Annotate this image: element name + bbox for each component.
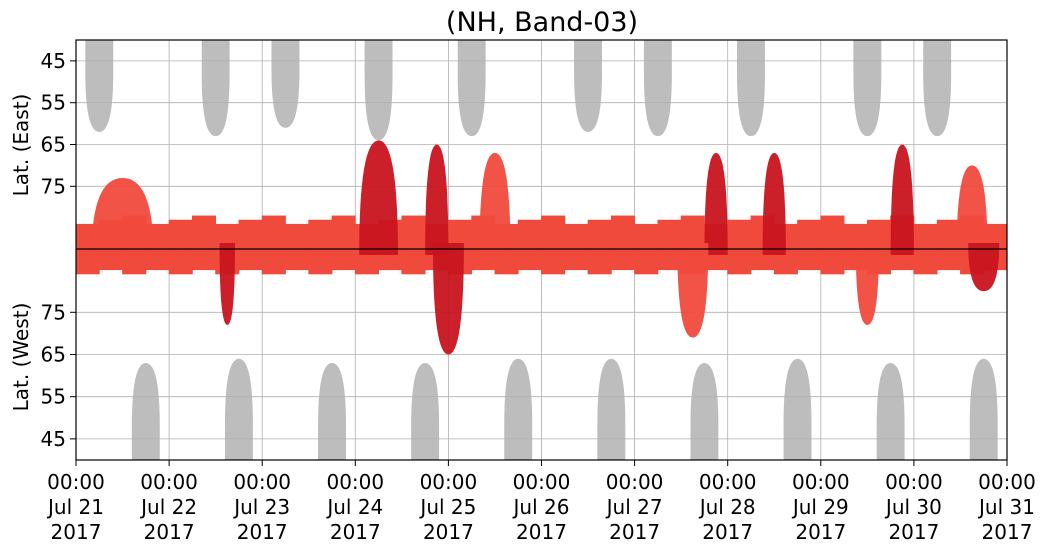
x-tick-year: 2017 — [51, 520, 102, 544]
y-tick-label-east: 65 — [41, 133, 66, 157]
echo-region-5 — [762, 152, 786, 255]
x-tick-date: Jul 28 — [698, 495, 756, 519]
y-tick-label-east: 45 — [41, 49, 66, 73]
no-data-west-7 — [690, 362, 719, 460]
echo-band-segment — [261, 215, 286, 275]
echo-band-segment — [285, 223, 310, 271]
x-tick-year: 2017 — [888, 520, 939, 544]
no-data-west-9 — [876, 362, 905, 460]
x-tick-date: Jul 29 — [791, 495, 849, 519]
echo-band-segment — [564, 223, 589, 271]
x-tick-date: Jul 27 — [605, 495, 663, 519]
echo-band-segment — [517, 219, 542, 271]
echo-region-1 — [359, 140, 398, 255]
no-data-east-8 — [737, 40, 765, 137]
echo-region-6 — [890, 144, 914, 255]
no-data-west-3 — [318, 362, 346, 460]
x-tick-time: 00:00 — [140, 470, 198, 494]
chart-title: (NH, Band-03) — [446, 7, 638, 38]
y-axis-label-west: Lat. (West) — [9, 303, 33, 412]
echo-region-4 — [704, 152, 728, 255]
echo-band-segment — [331, 215, 356, 271]
x-tick-year: 2017 — [516, 520, 567, 544]
no-data-east-3 — [271, 40, 300, 128]
echo-band-segment — [727, 219, 752, 275]
y-tick-label-east: 55 — [41, 91, 66, 115]
no-data-west-6 — [597, 358, 626, 460]
x-tick-year: 2017 — [702, 520, 753, 544]
no-data-west-8 — [783, 358, 812, 460]
no-data-east-4 — [364, 40, 393, 141]
echo-band-segment — [308, 219, 333, 275]
echo-band-segment — [797, 219, 822, 271]
no-data-west-2 — [224, 358, 253, 460]
echo-region-2 — [425, 144, 449, 255]
echo-band-segment — [610, 215, 635, 271]
y-tick-label-west: 75 — [41, 300, 66, 324]
x-tick-year: 2017 — [609, 520, 660, 544]
x-tick-time: 00:00 — [885, 470, 943, 494]
no-data-west-5 — [504, 358, 533, 460]
x-tick-date: Jul 22 — [139, 495, 197, 519]
x-tick-date: Jul 26 — [512, 495, 570, 519]
echo-region-3 — [479, 152, 511, 255]
echo-region-13 — [968, 243, 1000, 292]
x-tick-time: 00:00 — [606, 470, 664, 494]
echo-band-segment — [587, 219, 612, 275]
no-data-east-1 — [85, 40, 114, 132]
echo-band-segment — [168, 219, 193, 275]
echo-region-11 — [677, 243, 709, 338]
y-tick-label-west: 65 — [41, 343, 66, 367]
y-axis-label-east: Lat. (East) — [9, 94, 33, 197]
no-data-east-9 — [853, 40, 882, 137]
no-data-layer — [85, 40, 998, 460]
x-tick-time: 00:00 — [699, 470, 757, 494]
x-tick-year: 2017 — [982, 520, 1033, 544]
x-tick-time: 00:00 — [326, 470, 384, 494]
x-tick-time: 00:00 — [420, 470, 478, 494]
x-tick-time: 00:00 — [792, 470, 850, 494]
no-data-west-10 — [969, 358, 998, 460]
x-tick-time: 00:00 — [233, 470, 291, 494]
echo-band-segment — [191, 215, 217, 271]
echo-region-12 — [855, 243, 879, 325]
no-data-east-2 — [201, 40, 230, 137]
y-tick-label-east: 75 — [41, 174, 66, 198]
plot-area — [76, 40, 1007, 460]
x-tick-date: Jul 24 — [325, 495, 383, 519]
no-data-east-7 — [643, 40, 672, 137]
x-tick-year: 2017 — [330, 520, 381, 544]
no-data-east-5 — [457, 40, 486, 137]
x-tick-year: 2017 — [423, 520, 474, 544]
y-tick-label-west: 55 — [41, 385, 66, 409]
echo-band-segment — [820, 215, 845, 275]
echo-region-9 — [432, 243, 464, 355]
y-tick-label-west: 45 — [41, 427, 66, 451]
x-tick-date: Jul 21 — [46, 495, 104, 519]
echo-band-segment — [401, 215, 426, 275]
echo-region-10 — [219, 243, 236, 325]
x-tick-date: Jul 31 — [977, 495, 1035, 519]
x-tick-time: 00:00 — [513, 470, 571, 494]
x-tick-date: Jul 23 — [232, 495, 290, 519]
no-data-east-6 — [574, 40, 603, 132]
x-tick-year: 2017 — [144, 520, 195, 544]
y-ticks: 45 55 65 75 75 65 55 45 — [41, 49, 76, 451]
no-data-east-10 — [923, 40, 952, 137]
no-data-west-1 — [131, 362, 160, 460]
x-tick-time: 00:00 — [978, 470, 1036, 494]
x-tick-year: 2017 — [795, 520, 846, 544]
echo-layer — [76, 140, 1007, 355]
echo-band-segment — [541, 215, 566, 275]
x-tick-date: Jul 30 — [884, 495, 942, 519]
x-tick-date: Jul 25 — [418, 495, 476, 519]
x-tick-year: 2017 — [237, 520, 288, 544]
echo-band-segment — [238, 219, 263, 271]
no-data-west-4 — [411, 362, 440, 460]
echo-region-8 — [91, 177, 154, 255]
x-tick-time: 00:00 — [47, 470, 105, 494]
echo-region-7 — [956, 165, 988, 255]
